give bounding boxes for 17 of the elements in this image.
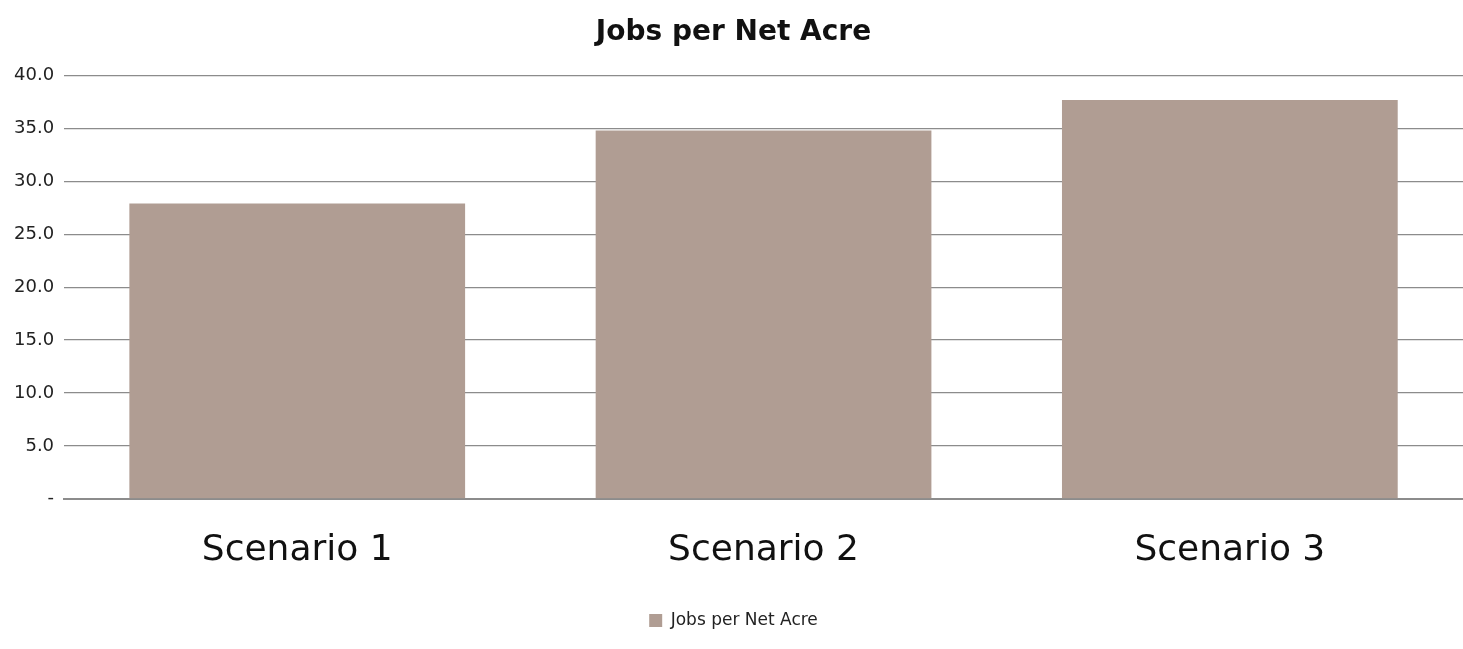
y-tick-label: 20.0 [14, 274, 55, 296]
y-tick-label: 25.0 [14, 221, 55, 243]
x-tick-label: Scenario 3 [1134, 526, 1326, 568]
y-tick-label: 5.0 [25, 433, 55, 455]
bar [1061, 99, 1398, 499]
y-tick-label: 35.0 [14, 116, 55, 138]
x-tick-label: Scenario 1 [201, 526, 393, 568]
y-tick-label: - [47, 486, 55, 508]
bar [129, 203, 466, 499]
x-tick-label: Scenario 2 [668, 526, 859, 568]
y-tick-label: 10.0 [14, 380, 55, 402]
y-tick-label: 40.0 [14, 63, 55, 85]
bar [595, 130, 932, 499]
legend-label: Jobs per Net Acre [669, 608, 818, 629]
y-tick-label: 30.0 [14, 169, 55, 191]
y-tick-label: 15.0 [14, 327, 55, 349]
chart-title: Jobs per Net Acre [593, 14, 872, 48]
